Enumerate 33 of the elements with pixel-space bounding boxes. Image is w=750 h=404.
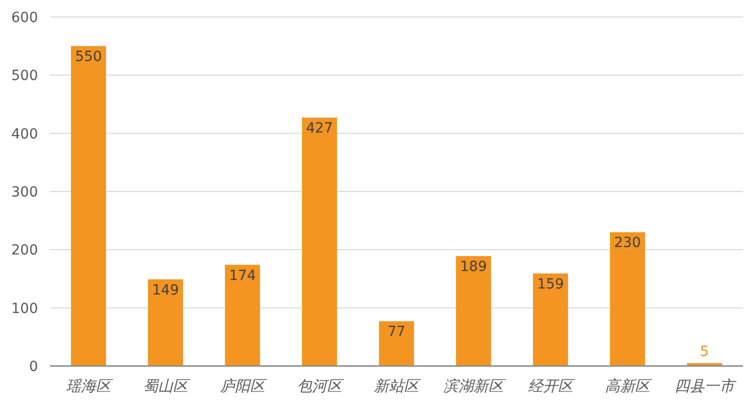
data-label: 189 (460, 259, 487, 276)
x-tick-label: 蜀山区 (143, 377, 191, 395)
x-tick-label: 新站区 (374, 377, 422, 395)
y-tick-label: 400 (11, 126, 38, 142)
bar (532, 274, 568, 366)
y-tick-label: 300 (11, 184, 38, 200)
bar (148, 279, 184, 366)
x-tick-label: 包河区 (297, 377, 345, 395)
data-label: 174 (229, 268, 256, 284)
data-label: 77 (388, 324, 406, 340)
data-label: 427 (306, 120, 333, 137)
x-tick-label: 高新区 (605, 377, 653, 395)
x-tick-label: 滨湖新区 (444, 377, 506, 395)
data-label: 149 (152, 282, 179, 298)
x-tick-label: 经开区 (528, 377, 576, 395)
x-tick-label: 庐阳区 (220, 377, 268, 395)
data-label: 230 (614, 235, 641, 252)
y-tick-label: 100 (11, 300, 38, 317)
y-tick-label: 200 (11, 242, 38, 259)
bar (302, 118, 338, 366)
y-tick-label: 0 (29, 359, 38, 375)
x-tick-label: 四县一市 (674, 377, 736, 395)
x-tick-label: 瑶海区 (66, 377, 114, 395)
data-label: 550 (75, 49, 102, 66)
bar (70, 46, 106, 366)
y-tick-label: 500 (11, 68, 38, 84)
bar (610, 232, 646, 366)
bar (224, 264, 260, 366)
data-label: 159 (537, 276, 564, 293)
bar (456, 256, 492, 366)
data-label: 5 (700, 344, 709, 360)
bar (378, 321, 414, 366)
y-tick-label: 600 (11, 10, 38, 26)
